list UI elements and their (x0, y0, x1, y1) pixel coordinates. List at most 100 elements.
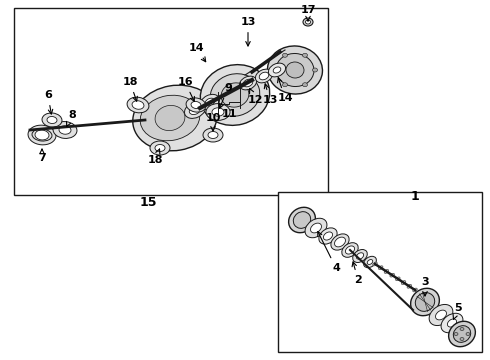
Ellipse shape (155, 105, 185, 131)
Ellipse shape (200, 65, 270, 125)
Ellipse shape (449, 321, 475, 347)
Ellipse shape (243, 79, 253, 87)
Bar (278, 192, 482, 352)
Text: 2: 2 (352, 262, 362, 285)
Text: 18: 18 (147, 149, 163, 165)
Ellipse shape (413, 288, 417, 292)
Ellipse shape (466, 333, 470, 336)
Text: 6: 6 (44, 90, 53, 114)
Ellipse shape (47, 117, 57, 123)
Text: 14: 14 (188, 43, 206, 62)
Ellipse shape (59, 126, 71, 134)
Ellipse shape (289, 207, 316, 233)
Ellipse shape (335, 237, 345, 247)
Ellipse shape (302, 83, 308, 87)
Text: 8: 8 (67, 110, 76, 126)
Ellipse shape (313, 68, 318, 72)
Ellipse shape (454, 333, 458, 336)
Ellipse shape (416, 293, 435, 311)
Ellipse shape (356, 253, 364, 259)
Ellipse shape (384, 270, 389, 273)
Ellipse shape (429, 305, 453, 325)
Ellipse shape (447, 319, 457, 327)
Text: 15: 15 (139, 195, 157, 208)
Ellipse shape (373, 262, 377, 266)
Ellipse shape (208, 131, 218, 139)
Ellipse shape (35, 130, 49, 140)
Text: 9: 9 (219, 83, 232, 108)
Ellipse shape (53, 122, 77, 139)
Ellipse shape (191, 102, 201, 109)
Text: 13: 13 (262, 84, 278, 105)
Ellipse shape (28, 125, 56, 145)
Ellipse shape (272, 68, 277, 72)
Ellipse shape (269, 63, 286, 77)
Ellipse shape (311, 223, 321, 233)
Ellipse shape (155, 144, 165, 152)
Ellipse shape (302, 53, 308, 57)
Text: 18: 18 (122, 77, 138, 101)
Ellipse shape (276, 54, 314, 86)
Ellipse shape (240, 76, 257, 90)
Ellipse shape (411, 288, 440, 316)
Text: 14: 14 (277, 78, 293, 103)
Text: 5: 5 (453, 303, 462, 319)
Ellipse shape (303, 18, 313, 26)
Text: 3: 3 (421, 277, 429, 296)
Ellipse shape (283, 53, 288, 57)
Ellipse shape (210, 74, 260, 116)
Ellipse shape (342, 243, 358, 257)
Ellipse shape (200, 94, 220, 110)
Ellipse shape (294, 212, 311, 228)
Ellipse shape (132, 101, 144, 109)
Ellipse shape (186, 98, 206, 112)
Text: 12: 12 (247, 89, 263, 105)
Text: 4: 4 (318, 231, 340, 273)
Ellipse shape (460, 338, 464, 341)
Text: 16: 16 (177, 77, 195, 102)
Ellipse shape (401, 281, 406, 284)
Ellipse shape (212, 108, 224, 116)
Ellipse shape (185, 102, 205, 118)
Ellipse shape (460, 328, 464, 330)
Ellipse shape (150, 141, 170, 155)
Ellipse shape (345, 246, 355, 254)
Ellipse shape (453, 326, 471, 342)
Ellipse shape (283, 83, 288, 87)
Ellipse shape (441, 313, 463, 333)
Ellipse shape (42, 113, 62, 127)
Ellipse shape (353, 249, 368, 262)
Ellipse shape (140, 95, 200, 141)
Ellipse shape (221, 83, 249, 107)
Bar (14, 8, 328, 195)
Ellipse shape (319, 228, 337, 244)
Ellipse shape (286, 62, 304, 78)
Ellipse shape (203, 128, 223, 142)
Ellipse shape (368, 260, 373, 265)
Ellipse shape (255, 69, 272, 83)
Text: 13: 13 (240, 17, 256, 46)
Ellipse shape (268, 46, 322, 94)
Ellipse shape (305, 20, 311, 24)
Ellipse shape (205, 98, 215, 106)
Ellipse shape (390, 273, 394, 277)
Ellipse shape (323, 232, 333, 240)
Ellipse shape (133, 85, 217, 151)
Ellipse shape (331, 234, 349, 250)
Ellipse shape (206, 104, 230, 120)
Ellipse shape (259, 72, 269, 80)
Ellipse shape (305, 218, 327, 238)
Ellipse shape (378, 266, 383, 270)
Text: 17: 17 (300, 5, 316, 21)
Text: 11: 11 (221, 109, 237, 119)
Ellipse shape (407, 284, 412, 288)
Ellipse shape (273, 67, 281, 73)
Ellipse shape (189, 105, 201, 114)
Text: 10: 10 (205, 113, 221, 131)
Ellipse shape (395, 277, 400, 281)
Ellipse shape (364, 256, 376, 268)
Ellipse shape (436, 310, 446, 320)
Text: 1: 1 (411, 189, 419, 202)
Ellipse shape (127, 97, 149, 113)
Text: 7: 7 (38, 149, 46, 163)
